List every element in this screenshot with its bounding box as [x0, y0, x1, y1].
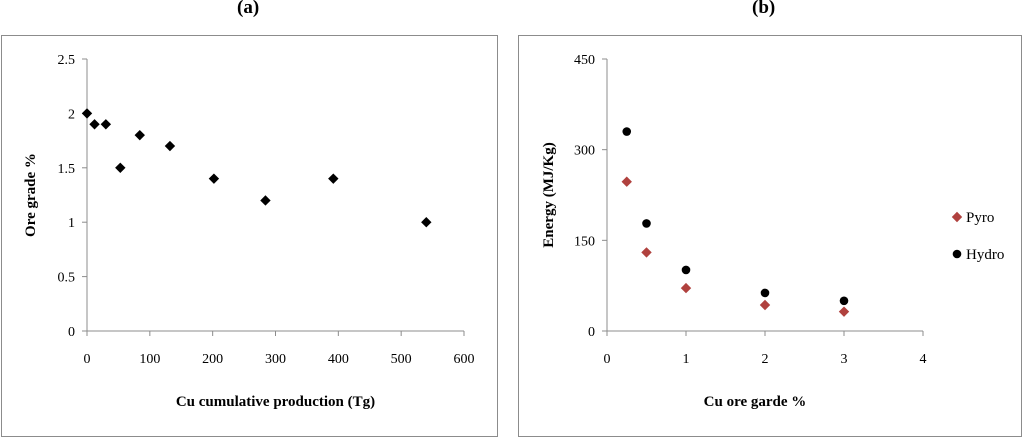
chart-a-y-tick-label: 2.5 — [58, 53, 76, 68]
chart-a-y-tick-label: 1 — [68, 216, 75, 231]
chart-a-data-point — [134, 129, 145, 141]
chart-b-y-axis-title: Energy (MJ/Kg) — [541, 142, 557, 247]
chart-b-data-point — [642, 219, 651, 228]
chart-b-data-point — [680, 282, 692, 294]
chart-b-data-point — [760, 288, 770, 298]
chart-a-data-point — [328, 173, 339, 184]
chart-b-y-tick-label: 450 — [574, 53, 595, 68]
chart-a-data-point — [164, 140, 176, 152]
chart-b-data-point — [621, 176, 632, 187]
chart-a-y-tick-label: 2 — [68, 107, 75, 122]
chart-a-y-tick-label: 1.5 — [58, 162, 76, 177]
chart-a-x-tick-label: 100 — [139, 352, 160, 367]
chart-b-x-tick-label: 2 — [762, 352, 769, 367]
chart-b-x-tick-label: 4 — [920, 352, 927, 367]
chart-a-x-tick-label: 400 — [328, 352, 349, 367]
legend-pyro-marker — [951, 211, 963, 223]
chart-a-data-point — [208, 173, 220, 184]
chart-b-data-point — [838, 306, 850, 317]
panel-b-label: (b) — [752, 0, 776, 18]
chart-a-plot: 0 0.5 1 1.5 2 2.5 0 100 200 300 400 500 600 Cu cumula… — [23, 53, 475, 410]
legend-hydro-marker — [952, 249, 962, 259]
chart-a-data-point — [260, 195, 271, 206]
chart-b-y-tick-label: 150 — [574, 234, 595, 249]
chart-b-data-point — [839, 296, 849, 306]
chart-a-x-axis-title: Cu cumulative production (Tg) — [176, 394, 375, 410]
chart-a-x-tick-label: 0 — [84, 352, 91, 367]
chart-a-y-tick-label: 0.5 — [58, 271, 76, 286]
chart-b-data-point — [641, 247, 652, 258]
chart-a-y-axis-title: Ore grade % — [23, 153, 39, 237]
chart-b-x-axis-title: Cu ore garde % — [704, 394, 807, 410]
legend-pyro-label: Pyro — [966, 210, 994, 226]
chart-a-x-tick-label: 200 — [202, 352, 223, 367]
chart-a-data-point — [100, 119, 112, 130]
chart-a-data-point — [421, 217, 432, 228]
chart-b-y-tick-label: 300 — [574, 144, 595, 159]
chart-b-data-point — [681, 265, 691, 275]
legend-hydro-label: Hydro — [966, 247, 1004, 263]
chart-a-data-point — [81, 108, 93, 119]
chart-a-frame: 0 0.5 1 1.5 2 2.5 0 100 200 300 400 500 600 Cu cumula… — [1, 35, 498, 437]
chart-a-x-tick-label: 600 — [454, 352, 475, 367]
chart-b-x-tick-label: 0 — [604, 352, 611, 367]
chart-b-frame: 0 150 300 450 0 1 2 3 4 Cu ore garde % Energy (MJ/… — [518, 35, 1022, 437]
chart-b-data-point — [622, 127, 632, 136]
chart-b-data-point — [759, 299, 771, 311]
chart-b-plot: 0 150 300 450 0 1 2 3 4 Cu ore garde % Energy (MJ/… — [541, 53, 1004, 410]
chart-a-x-tick-label: 300 — [265, 352, 286, 367]
chart-b-y-tick-label: 0 — [588, 325, 595, 340]
chart-b-x-tick-label: 1 — [683, 352, 690, 367]
chart-b-x-tick-label: 3 — [841, 352, 848, 367]
chart-a-data-point — [115, 162, 126, 173]
chart-a-x-tick-label: 500 — [391, 352, 412, 367]
chart-a-y-tick-label: 0 — [68, 325, 75, 340]
chart-a-data-point — [89, 119, 100, 130]
panel-a-label: (a) — [237, 0, 260, 18]
